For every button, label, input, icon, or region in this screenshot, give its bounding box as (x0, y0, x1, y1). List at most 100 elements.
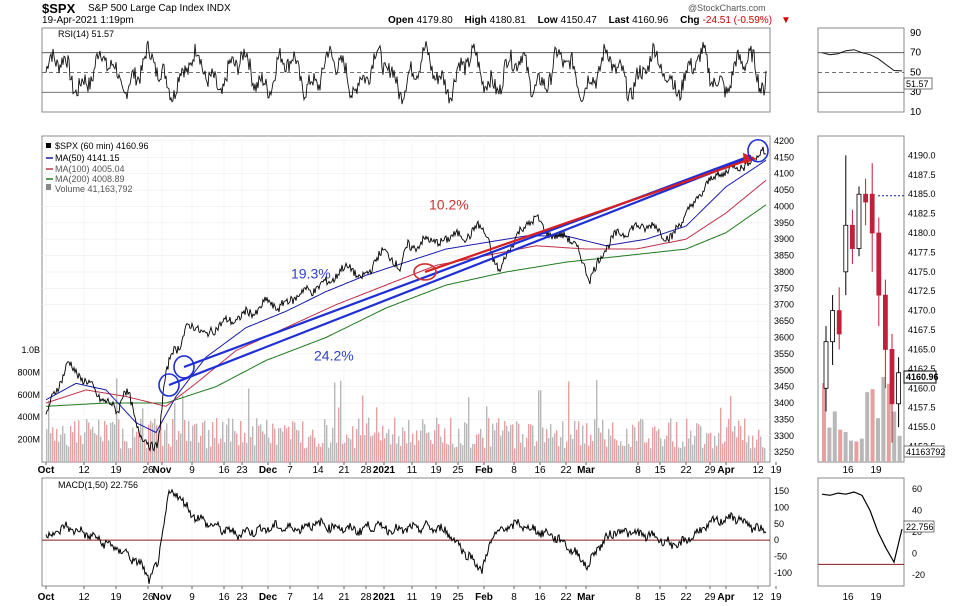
price-tick-label: 3900 (774, 234, 794, 244)
price-tick-label: 3550 (774, 349, 794, 359)
volume-bar (62, 425, 64, 462)
volume-bar (724, 441, 726, 462)
volume-bar (424, 424, 426, 462)
volume-bar (116, 378, 118, 462)
price-tick-label: 3300 (774, 431, 794, 441)
volume-bar (366, 423, 368, 462)
volume-bar (68, 446, 70, 462)
volume-bar (598, 428, 600, 462)
volume-bar (308, 437, 310, 462)
volume-bar (360, 435, 362, 462)
x-label: 12 (78, 592, 90, 603)
volume-bar (472, 444, 474, 462)
volume-bar (732, 431, 734, 462)
volume-bar (260, 424, 262, 462)
volume-bar (564, 447, 566, 462)
volume-bar (600, 432, 602, 462)
x-label: 9 (189, 465, 195, 476)
macd-tick-label: -50 (774, 552, 787, 562)
volume-bar (422, 419, 424, 462)
x-label: 25 (452, 592, 464, 603)
x-label: 21 (338, 465, 350, 476)
volume-bar (420, 430, 422, 462)
macd-tick-label: -100 (774, 568, 792, 578)
volume-bar (694, 436, 696, 462)
volume-bar (180, 433, 182, 462)
volume-bar (670, 418, 672, 462)
annotation-10-2: 10.2% (429, 197, 469, 213)
side-volume-bar (843, 432, 848, 462)
side-price-tick-label: 4182.5 (908, 209, 936, 219)
volume-bar (246, 442, 248, 462)
side-price-tick-label: 4157.5 (908, 403, 936, 413)
volume-bar (98, 419, 100, 462)
highlight-circle (173, 355, 195, 379)
side-macd-panel (817, 477, 905, 587)
volume-bar (556, 430, 558, 462)
x-label: 19 (110, 592, 122, 603)
volume-bar (748, 435, 750, 462)
side-candle-body (889, 349, 895, 405)
volume-bar (696, 423, 698, 462)
volume-bar (154, 418, 156, 462)
volume-bar (750, 448, 752, 462)
trendline-blue (168, 156, 752, 387)
volume-tick-label: 200M (17, 435, 40, 445)
volume-bar (400, 445, 402, 462)
volume-bar (684, 446, 686, 462)
volume-bar (764, 448, 766, 462)
volume-bar (668, 422, 670, 462)
side-rsi-last: 51.57 (906, 79, 929, 89)
volume-bar (170, 446, 172, 462)
rsi-tick-label: 50 (910, 67, 922, 78)
side-price-tick-label: 4155.0 (908, 422, 936, 432)
volume-bar (662, 446, 664, 462)
volume-bar (478, 433, 480, 462)
volume-bar (226, 424, 228, 462)
volume-bar (596, 380, 598, 462)
volume-bar (224, 442, 226, 462)
price-legend-ma50: MA(50) 4141.15 (55, 153, 120, 163)
side-volume-bar (854, 441, 859, 462)
side-candle-body (856, 193, 862, 249)
volume-bar (342, 443, 344, 462)
side-rsi-panel (817, 27, 905, 113)
volume-bar (442, 442, 444, 462)
rsi-legend: RSI(14) 51.57 (58, 29, 114, 39)
x-label: 7 (287, 465, 293, 476)
volume-bar (552, 437, 554, 462)
volume-bar (140, 418, 142, 462)
volume-bar (608, 428, 610, 462)
side-macd-last: 22.756 (906, 522, 934, 532)
macd-line (45, 488, 767, 584)
volume-bar (340, 380, 342, 462)
volume-bar (352, 426, 354, 462)
volume-bar (616, 440, 618, 462)
volume-bar (710, 432, 712, 462)
volume-bar (164, 430, 166, 462)
volume-bar (248, 388, 250, 462)
x-label: 19 (430, 465, 442, 476)
volume-bar (722, 443, 724, 462)
volume-bar (204, 420, 206, 462)
price-tick-label: 3800 (774, 267, 794, 277)
rsi-tick-label: 90 (910, 28, 922, 39)
stockcharts-credit: @StockCharts.com (688, 3, 766, 13)
volume-bar (754, 447, 756, 462)
volume-bar (372, 435, 374, 462)
volume-bar (432, 443, 434, 462)
volume-bar (132, 427, 134, 462)
volume-bar (464, 422, 466, 462)
volume-bar (642, 419, 644, 462)
volume-bar (430, 440, 432, 462)
volume-bar (412, 433, 414, 462)
volume-bar (572, 439, 574, 462)
volume-bar (188, 420, 190, 462)
volume-bar (746, 442, 748, 462)
side-x-label: 16 (842, 465, 854, 476)
volume-bar (554, 433, 556, 462)
volume-bar (176, 439, 178, 462)
volume-bar (78, 420, 80, 462)
volume-bar (438, 424, 440, 462)
x-label: 25 (452, 465, 464, 476)
